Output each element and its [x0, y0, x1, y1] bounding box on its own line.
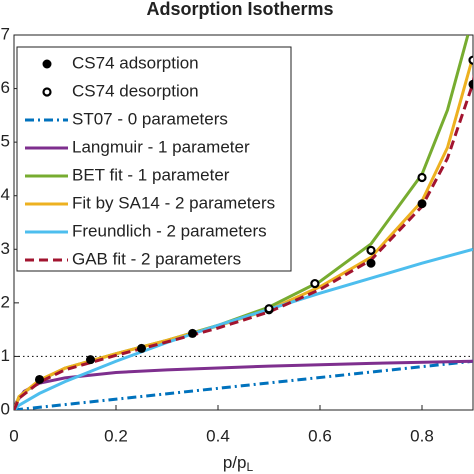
- y-tick-label: 6: [1, 78, 10, 97]
- data-point: [86, 355, 95, 365]
- x-label-sub: L: [246, 460, 253, 474]
- data-point: [366, 258, 376, 268]
- x-axis-label: p/pL: [223, 453, 254, 474]
- y-tick-label: 0: [1, 399, 10, 418]
- legend-label: CS74 adsorption: [72, 53, 199, 72]
- legend-label: BET fit - 1 parameter: [72, 165, 230, 184]
- y-tick-label: 3: [1, 239, 10, 258]
- legend-label: CS74 desorption: [72, 81, 199, 100]
- legend-label: Freundlich - 2 parameters: [72, 221, 267, 240]
- series-line: [14, 359, 473, 410]
- x-tick-label: 0.2: [104, 426, 128, 445]
- y-tick-label: 2: [1, 292, 10, 311]
- y-tick-label: 4: [1, 185, 10, 204]
- x-tick-label: 0.6: [308, 426, 332, 445]
- x-label-main: p/p: [223, 453, 247, 472]
- data-point: [366, 245, 376, 255]
- data-point: [468, 55, 473, 65]
- data-point: [35, 374, 44, 384]
- x-tick-label: 0: [9, 426, 18, 445]
- data-point: [417, 199, 427, 209]
- x-tick-label: 0.4: [206, 426, 230, 445]
- y-tick-label: 7: [1, 24, 10, 43]
- y-tick-label: 5: [1, 132, 10, 151]
- legend-marker: [42, 59, 52, 69]
- x-tick-label: 0.8: [410, 426, 434, 445]
- data-point: [468, 79, 473, 89]
- data-point: [417, 172, 427, 183]
- plot-area: [13, 34, 474, 411]
- legend-label: Langmuir - 1 parameter: [72, 137, 250, 156]
- plot-content: [14, 35, 473, 410]
- data-point: [264, 304, 274, 314]
- legend-box: [16, 46, 292, 272]
- legend: CS74 adsorption CS74 desorption ST07 - 0 p…: [16, 46, 292, 272]
- data-point: [310, 278, 320, 289]
- data-point: [137, 343, 146, 353]
- legend-label: GAB fit - 2 parameters: [72, 249, 241, 268]
- legend-label: Fit by SA14 - 2 parameters: [72, 193, 275, 212]
- legend-label: ST07 - 0 parameters: [72, 109, 228, 128]
- chart-title: Adsorption Isotherms: [146, 0, 333, 19]
- data-point: [188, 328, 197, 338]
- y-tick-label: 1: [1, 346, 10, 365]
- legend-marker: [42, 87, 52, 97]
